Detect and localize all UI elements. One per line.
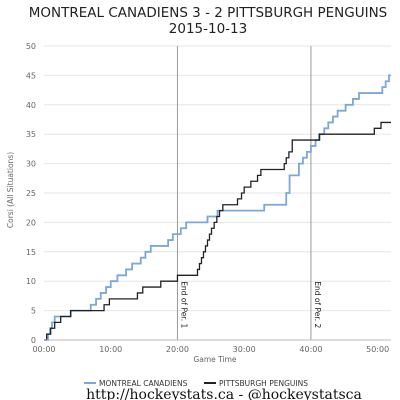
gridlines xyxy=(44,45,391,312)
x-tick-label: 10:00 xyxy=(99,345,122,354)
y-tick-label: 35 xyxy=(26,130,36,139)
x-tick-label: 20:00 xyxy=(166,345,189,354)
period-end-label: End of Per. 1 xyxy=(179,281,188,328)
y-tick-label: 0 xyxy=(31,336,36,345)
y-tick-label: 20 xyxy=(26,218,36,227)
y-tick-label: 50 xyxy=(26,42,36,51)
y-tick-label: 40 xyxy=(26,101,36,110)
y-axis-label: Corsi (All Situations) xyxy=(6,152,15,228)
y-tick-label: 30 xyxy=(26,160,36,169)
chart-date: 2015-10-13 xyxy=(169,21,247,37)
footer-credit: http://hockeystats.ca - @hockeystatsca xyxy=(86,387,362,400)
legend-label-pittsburgh: PITTSBURGH PENGUINS xyxy=(219,379,308,388)
pittsburgh-corsi-line xyxy=(44,121,391,341)
period-annotations: End of Per. 1 End of Per. 2 xyxy=(176,46,322,340)
montreal-corsi-line xyxy=(44,74,391,341)
y-tick-label: 45 xyxy=(26,71,36,80)
legend: MONTREAL CANADIENS PITTSBURGH PENGUINS xyxy=(84,379,308,388)
legend-label-montreal: MONTREAL CANADIENS xyxy=(99,379,188,388)
x-axis-label: Game Time xyxy=(193,355,236,364)
y-tick-label: 5 xyxy=(31,307,36,316)
x-tick-label: 00:00 xyxy=(32,345,55,354)
series-lines xyxy=(44,74,391,341)
y-tick-label: 25 xyxy=(26,189,36,198)
y-tick-label: 10 xyxy=(26,277,36,286)
period-end-label: End of Per. 2 xyxy=(313,281,322,328)
x-tick-label: 50:00 xyxy=(366,345,389,354)
y-axis-ticks: 0 5 10 15 20 25 30 35 40 45 50 xyxy=(26,42,36,345)
x-axis-ticks: 00:00 10:00 20:00 30:00 40:00 50:00 xyxy=(32,345,389,354)
chart-title: MONTREAL CANADIENS 3 - 2 PITTSBURGH PENG… xyxy=(29,5,388,21)
y-tick-label: 15 xyxy=(26,248,36,257)
x-tick-label: 30:00 xyxy=(233,345,256,354)
x-tick-label: 40:00 xyxy=(299,345,322,354)
